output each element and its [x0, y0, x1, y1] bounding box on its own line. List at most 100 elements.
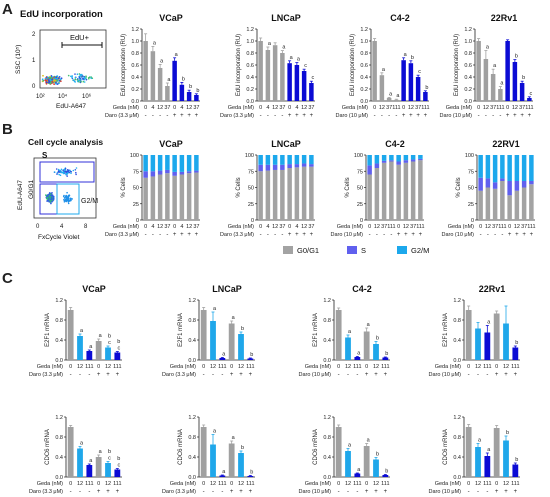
- geda-dose-label: 12: [403, 224, 409, 230]
- stacked-bar-segment: [500, 181, 505, 220]
- geda-row-label: Geda (nM): [113, 105, 139, 111]
- significance-letter: b: [196, 88, 199, 94]
- flow-dot: [56, 75, 59, 78]
- bar: [345, 337, 351, 360]
- flow-dot: [80, 81, 82, 83]
- significance-letter: c: [108, 456, 111, 462]
- flow-dot: [48, 193, 50, 196]
- daro-status-label: -: [338, 489, 340, 495]
- y-axis-label: % Cells: [456, 177, 462, 197]
- y-tick-label: 50: [133, 186, 139, 192]
- stacked-bar-segment: [172, 171, 177, 176]
- flow-dot: [58, 169, 61, 172]
- bar: [512, 62, 518, 101]
- y-tick-label: 1.0: [246, 39, 254, 45]
- geda-dose-label: 111: [416, 224, 424, 230]
- stacked-bar-segment: [150, 171, 156, 177]
- daro-status-label: -: [267, 232, 269, 238]
- y-tick-label: 0.0: [464, 99, 472, 105]
- y-tick-label: 100: [465, 153, 474, 159]
- y-tick-label: 25: [248, 202, 254, 208]
- significance-letter: c: [530, 91, 533, 97]
- flow-dot: [50, 196, 53, 199]
- stacked-bar-segment: [367, 165, 372, 175]
- y-tick-label: 1.2: [323, 298, 331, 304]
- y-tick-label: 0.4: [55, 455, 63, 461]
- significance-letter: a: [290, 55, 294, 61]
- y-tick-label: 1.2: [246, 27, 254, 33]
- flow-dot: [74, 76, 77, 79]
- flow-dot: [81, 75, 84, 77]
- daro-status-label: -: [468, 372, 470, 378]
- geda-dose-label: 12: [503, 364, 509, 370]
- stacked-bar-segment: [418, 155, 423, 159]
- stacked-bar-segment: [272, 155, 278, 165]
- legend-label-s: S: [361, 246, 366, 255]
- stacked-bar-segment: [507, 181, 512, 196]
- y-tick-label: 0.4: [360, 75, 368, 81]
- geda-dose-label: 12: [475, 364, 481, 370]
- chart-12: 0.0 0.4 0.8 1.2 22Rv1 E2F1 mRNA a b Geda (nM) Dar…: [428, 284, 520, 378]
- daro-status-label: +: [295, 232, 299, 238]
- daro-status-label: -: [347, 372, 349, 378]
- stacked-bar-segment: [186, 155, 192, 172]
- flow-title-edu: EdU incorporation: [20, 9, 103, 20]
- bar: [219, 358, 226, 360]
- significance-letter: a: [80, 328, 84, 334]
- geda-dose-label: 0: [365, 364, 368, 370]
- significance-letter: a: [487, 447, 491, 453]
- bar: [335, 310, 342, 360]
- flow-dot: [87, 77, 90, 79]
- flow-dot: [45, 82, 48, 85]
- geda-row-label: Geda (nM): [448, 224, 474, 230]
- y-tick-label: 50: [248, 186, 254, 192]
- daro-status-label: +: [508, 232, 512, 238]
- stacked-bar-segment: [179, 174, 185, 220]
- y-tick-label: 1.0: [360, 39, 368, 45]
- flow-dot: [47, 79, 50, 82]
- geda-dose-label: 111: [387, 224, 395, 230]
- bar: [363, 446, 370, 477]
- chart-7: 0 25 50 75 100 C4-2 % Cells Geda (nM) Daro (10 μ…: [330, 139, 424, 238]
- flow-dot: [63, 168, 65, 171]
- bar: [527, 98, 532, 101]
- stacked-bar-segment: [165, 155, 170, 170]
- y-tick-label: 75: [248, 169, 254, 175]
- geda-dose-label: 37: [386, 105, 392, 111]
- flow-dot: [85, 78, 88, 81]
- bar: [519, 83, 525, 101]
- stacked-bar-segment: [410, 161, 416, 220]
- y-tick-label: 0.0: [360, 99, 368, 105]
- geda-dose-label: 4: [295, 224, 298, 230]
- stacked-bar-segment: [374, 168, 380, 220]
- geda-dose-label: 111: [511, 364, 519, 370]
- flow-dot: [55, 168, 58, 170]
- stacked-bar-segment: [389, 161, 394, 220]
- gate-label-s: S: [42, 151, 48, 160]
- flow-dot: [81, 73, 83, 76]
- flow-dot: [78, 76, 81, 79]
- bar: [210, 444, 216, 477]
- flow-dot: [53, 171, 56, 173]
- flow-dot: [70, 75, 72, 78]
- daro-status-label: -: [486, 372, 488, 378]
- y-tick-label: 0.8: [55, 318, 63, 324]
- y-tick-label: 0.2: [360, 87, 368, 93]
- geda-dose-label: 12: [272, 224, 278, 230]
- daro-status-label: +: [302, 232, 306, 238]
- geda-dose-label: 37: [415, 105, 421, 111]
- daro-status-label: -: [145, 232, 147, 238]
- daro-status-label: -: [477, 372, 479, 378]
- panel-letter-a: A: [2, 1, 13, 18]
- flow-dot: [71, 198, 73, 200]
- stacked-bar-segment: [367, 155, 372, 166]
- flow-dot: [75, 167, 78, 169]
- significance-letter: a: [367, 322, 371, 328]
- bar: [247, 358, 254, 360]
- flow-xtick-edu: 10⁶: [82, 93, 92, 100]
- gate-label-g2m: G2/M: [81, 198, 98, 205]
- y-tick-label: 1.2: [55, 415, 63, 421]
- y-axis-label: E2F1 mRNA: [313, 313, 319, 347]
- geda-dose-label: 12: [485, 224, 491, 230]
